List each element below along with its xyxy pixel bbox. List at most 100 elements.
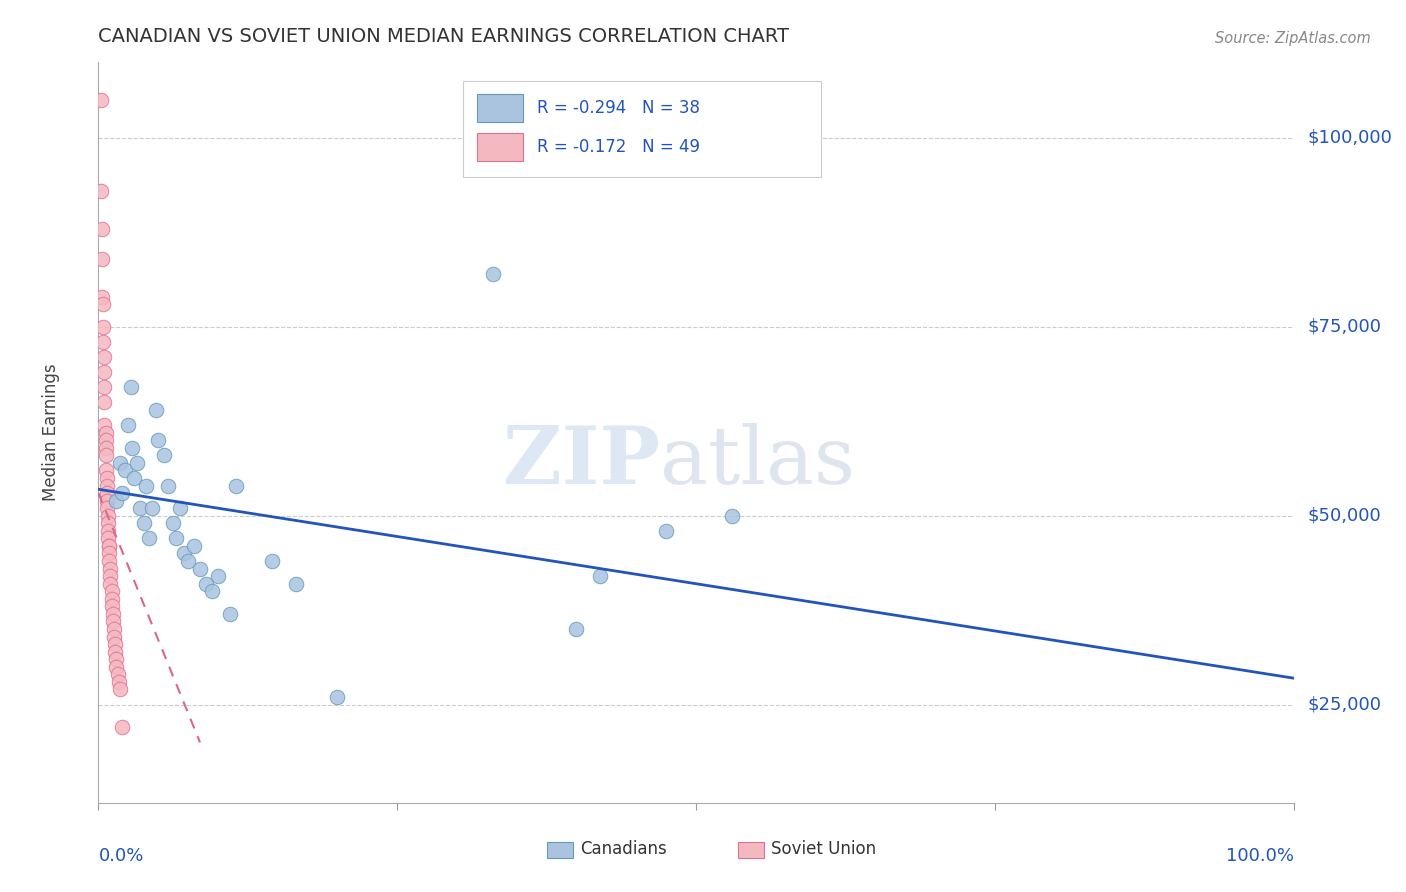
Point [219,607,242,621]
Point [93,380,115,394]
Point [138,532,160,546]
Point [103,630,125,644]
Point [105,660,128,674]
FancyBboxPatch shape [463,81,821,178]
Point [120,380,142,394]
Point [97,524,120,538]
Point [101,615,124,629]
Point [201,584,224,599]
Point [655,524,678,538]
Point [129,501,152,516]
Point [91,221,114,235]
Point [105,493,128,508]
Point [94,448,117,462]
Point [100,591,122,606]
Point [98,561,122,575]
Point [100,584,122,599]
Point [117,418,139,433]
Point [101,607,124,621]
Text: $50,000: $50,000 [1308,507,1382,524]
Point [91,252,114,266]
Point [589,569,612,583]
Point [107,667,129,681]
Point [195,576,218,591]
Point [96,501,118,516]
Text: $100,000: $100,000 [1308,129,1393,147]
Point [98,554,121,568]
Point [98,569,122,583]
Text: 100.0%: 100.0% [1226,847,1294,865]
Point [177,554,200,568]
Point [90,93,112,107]
Point [121,441,143,455]
Bar [477,94,523,121]
Bar [547,842,572,858]
Text: ZIP: ZIP [503,423,661,501]
Bar [477,133,523,161]
Point [135,478,157,492]
Point [114,463,136,477]
Point [96,486,118,500]
Point [326,690,349,704]
Point [124,471,146,485]
Point [96,471,118,485]
Point [91,290,114,304]
Point [97,532,120,546]
Point [105,652,128,666]
Point [94,425,117,440]
Point [162,516,184,531]
Point [104,637,127,651]
Text: 0.0%: 0.0% [98,847,143,865]
Point [207,569,229,583]
Point [169,501,191,516]
Point [97,508,120,523]
Point [721,508,744,523]
Text: Median Earnings: Median Earnings [42,364,59,501]
Point [104,645,127,659]
Point [183,539,205,553]
Point [141,501,163,516]
Point [111,486,134,500]
Point [225,478,247,492]
Point [94,441,117,455]
Point [93,350,115,364]
Point [93,395,115,409]
Point [173,547,195,561]
Point [94,463,117,477]
Point [260,554,283,568]
Point [481,267,505,281]
Text: $75,000: $75,000 [1308,318,1382,336]
Bar [738,842,763,858]
Point [91,334,114,349]
Point [94,433,117,447]
Point [111,720,134,734]
Point [107,674,129,689]
Text: CANADIAN VS SOVIET UNION MEDIAN EARNINGS CORRELATION CHART: CANADIAN VS SOVIET UNION MEDIAN EARNINGS… [98,27,789,45]
Text: Canadians: Canadians [581,840,666,858]
Point [98,547,121,561]
Point [93,365,115,379]
Point [96,478,118,492]
Point [188,561,211,575]
Point [125,456,148,470]
Point [98,576,122,591]
Point [156,478,179,492]
Point [97,516,120,531]
Point [91,319,114,334]
Point [98,539,121,553]
Point [132,516,155,531]
Point [103,622,125,636]
Point [100,599,122,614]
Point [98,539,121,553]
Point [145,403,167,417]
Point [165,532,187,546]
Point [153,448,176,462]
Point [108,456,131,470]
Text: atlas: atlas [661,423,855,501]
Text: R = -0.294   N = 38: R = -0.294 N = 38 [537,99,700,117]
Point [148,433,170,447]
Text: Source: ZipAtlas.com: Source: ZipAtlas.com [1215,31,1371,46]
Point [90,184,112,198]
Point [565,622,588,636]
Point [96,493,118,508]
